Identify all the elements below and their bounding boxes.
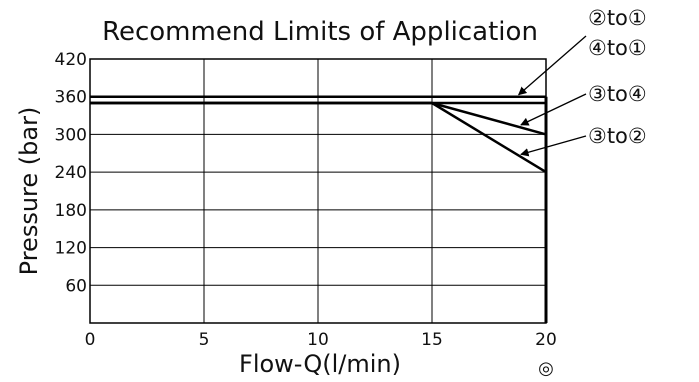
x-tick-label: 15 (421, 330, 443, 350)
annotation-arrow (520, 135, 587, 157)
y-tick-label: 360 (55, 88, 87, 108)
chart-title: Recommend Limits of Application (102, 17, 538, 47)
y-tick-label: 180 (55, 201, 87, 221)
annotation-arrow (520, 93, 587, 126)
annotation-label: ②to① (588, 6, 647, 30)
annotation-label: ③to② (588, 124, 647, 148)
y-tick-label: 60 (65, 276, 87, 296)
annotation-label: ④to① (588, 36, 647, 60)
x-tick-label: 0 (85, 330, 96, 350)
annotation-arrow (518, 35, 587, 96)
footnote-symbol: ◎ (538, 358, 554, 379)
y-axis-label: Pressure (bar) (15, 107, 43, 276)
x-tick-label: 5 (199, 330, 210, 350)
x-tick-label: 20 (535, 330, 557, 350)
grid (90, 59, 546, 323)
annotation-label: ③to④ (588, 82, 647, 106)
series-lines (90, 95, 548, 323)
series-line (90, 101, 547, 174)
x-tick-labels: 0 5 10 15 20 (85, 330, 557, 350)
x-axis-label: Flow-Q(l/min) (239, 350, 401, 378)
y-tick-label: 120 (55, 239, 87, 259)
y-tick-label: 240 (55, 163, 87, 183)
annotations: ②to① ④to① ③to④ ③to② (518, 6, 647, 157)
y-tick-labels: 60 120 180 240 300 360 420 (55, 50, 87, 296)
y-tick-label: 420 (55, 50, 87, 70)
y-tick-label: 300 (55, 125, 87, 145)
x-tick-label: 10 (307, 330, 329, 350)
